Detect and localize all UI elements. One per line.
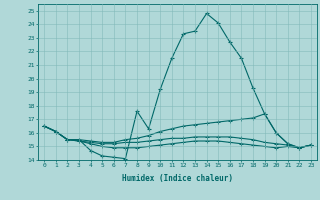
X-axis label: Humidex (Indice chaleur): Humidex (Indice chaleur) — [122, 174, 233, 183]
